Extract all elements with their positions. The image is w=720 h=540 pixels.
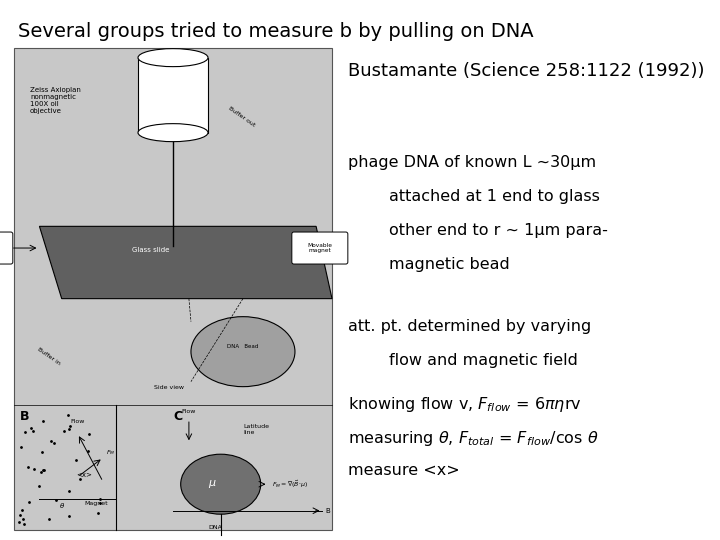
Text: Flow: Flow (181, 409, 196, 414)
Text: knowing flow v, $F_{flow}$ = 6$\pi\eta$rv: knowing flow v, $F_{flow}$ = 6$\pi\eta$r… (348, 395, 582, 414)
Text: Buffer out: Buffer out (227, 106, 256, 128)
Text: $\mu$: $\mu$ (208, 478, 217, 490)
Text: DNA   Bead: DNA Bead (228, 344, 258, 349)
Text: phage DNA of known L ~30μm: phage DNA of known L ~30μm (348, 155, 596, 170)
FancyBboxPatch shape (292, 232, 348, 264)
Text: Movable
magnet: Movable magnet (307, 242, 333, 253)
Text: $F_M$: $F_M$ (107, 448, 115, 457)
Text: magnetic bead: magnetic bead (348, 257, 510, 272)
FancyBboxPatch shape (0, 232, 13, 264)
Text: flow and magnetic field: flow and magnetic field (348, 353, 578, 368)
Text: Flow: Flow (71, 419, 85, 424)
Bar (138, 58, 208, 133)
Text: Latitude
line: Latitude line (243, 424, 269, 435)
Ellipse shape (138, 49, 208, 66)
Text: attached at 1 end to glass: attached at 1 end to glass (348, 189, 600, 204)
Text: C: C (173, 409, 182, 422)
Text: $F_M{=}\nabla(\vec{B}{\cdot}\mu)$: $F_M{=}\nabla(\vec{B}{\cdot}\mu)$ (271, 478, 307, 490)
Ellipse shape (181, 454, 261, 514)
Text: Bustamante (Science 258:1122 (1992)): Bustamante (Science 258:1122 (1992)) (348, 62, 704, 80)
Text: other end to r ~ 1μm para-: other end to r ~ 1μm para- (348, 223, 608, 238)
Ellipse shape (191, 316, 295, 387)
Text: Side view: Side view (154, 386, 184, 390)
Polygon shape (40, 226, 332, 299)
Text: att. pt. determined by varying: att. pt. determined by varying (348, 319, 591, 334)
Text: measure <x>: measure <x> (348, 463, 460, 478)
Text: $\theta$: $\theta$ (58, 501, 65, 510)
Ellipse shape (138, 124, 208, 141)
Text: <x>: <x> (76, 471, 92, 477)
Text: DNA: DNA (209, 525, 222, 530)
Text: B: B (20, 409, 30, 422)
Bar (14, 48, 332, 530)
Text: Buffer in: Buffer in (36, 347, 61, 366)
Text: B: B (325, 508, 330, 514)
Text: Magnet: Magnet (84, 501, 107, 506)
Text: measuring $\theta$, $F_{total}$ = $F_{flow}$/cos $\theta$: measuring $\theta$, $F_{total}$ = $F_{fl… (348, 429, 598, 448)
Text: Several groups tried to measure b by pulling on DNA: Several groups tried to measure b by pul… (18, 22, 534, 41)
Text: Zeiss Axioplan
nonmagnetic
100X oil
objective: Zeiss Axioplan nonmagnetic 100X oil obje… (30, 86, 81, 113)
Text: Glass slide: Glass slide (132, 247, 169, 253)
